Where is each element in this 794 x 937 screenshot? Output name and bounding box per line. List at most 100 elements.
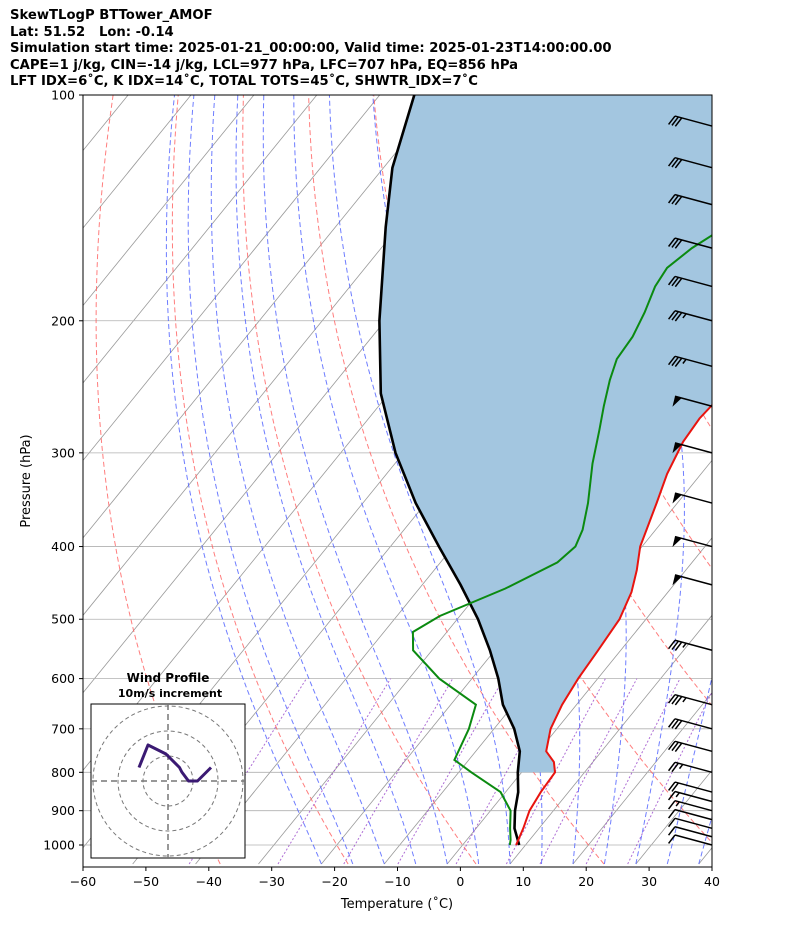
barb-full [667,310,676,320]
isotherm-line [762,78,794,864]
dry-adiabat [171,95,349,865]
barb-full [674,720,683,730]
wind-barb [667,237,713,249]
barb-full [667,355,676,366]
y-tick-label: 1000 [43,838,75,853]
barb-flag [672,574,682,586]
wind-barb [667,781,713,793]
wind-barb [667,275,713,288]
y-tick-label: 100 [51,88,75,103]
barb-full [674,742,683,752]
barb-full [667,781,676,791]
dry-adiabat [242,95,477,865]
barb-staff [674,790,713,803]
cape-shading [379,95,712,773]
y-tick-label: 600 [51,671,75,686]
barb-full [667,740,676,751]
x-tick-label: 40 [704,874,720,889]
x-tick-label: 20 [578,874,594,889]
barb-full [674,641,683,651]
mixing-ratio-line [539,678,638,865]
dry-adiabat [308,95,605,865]
wind-barb [667,693,713,706]
mixing-ratio-line [397,678,505,865]
wind-barb [667,310,713,322]
y-tick-label: 400 [51,539,75,554]
indices-line: LFT IDX=6˚C, K IDX=14˚C, TOTAL TOTS=45˚C… [10,74,478,89]
barb-full [667,275,676,286]
wind-barbs [667,115,713,846]
wind-barb [667,761,713,774]
x-tick-label: −60 [70,874,96,889]
moist-adiabat [165,95,322,865]
wind-barb [667,355,713,368]
x-tick-label: −40 [196,874,222,889]
header: SkewTLogP BTTower_AMOF Lat: 51.52 Lon: -0… [10,8,612,91]
barb-full [671,116,679,126]
barb-full [667,809,676,819]
temperature-profile-line [515,403,712,846]
wind-barb [667,115,713,127]
barb-full [674,239,683,249]
moist-adiabat [262,95,448,865]
barb-full [667,761,676,772]
barb-staff [674,781,713,793]
hodograph-plot [91,704,245,858]
isotherm-line [83,95,318,384]
moist-adiabat [210,95,385,865]
y-tick-label: 500 [51,612,75,627]
barb-staff [674,826,713,838]
barb-half [682,642,687,648]
isotherm-line [446,537,712,865]
barb-full [674,159,683,169]
barb-full [671,782,679,792]
x-axis-label: Temperature (˚C) [340,896,453,912]
moist-adiabat [328,95,511,865]
x-tick-label: 10 [515,874,531,889]
barb-full [671,238,679,248]
barb-full [674,696,683,706]
mixing-ratio-line [277,678,392,865]
barb-staff [674,834,713,846]
barb-full [671,695,679,705]
dry-adiabat [699,95,712,129]
wind-barb [672,574,713,586]
isotherm-line [83,95,255,307]
barb-staff [674,808,713,821]
moist-adiabat [235,95,417,865]
barb-staff [674,395,713,407]
barb-full [667,800,676,810]
barb-full [671,276,679,287]
hodograph-title: Wind Profile [127,671,210,685]
wind-barb [672,442,713,454]
hodograph-ring [117,730,219,832]
wind-barb [667,826,713,838]
wind-barb [672,395,713,407]
barb-full [667,718,676,728]
barb-full [667,639,676,650]
mixing-ratio-line [627,690,712,865]
x-tick-label: 0 [456,874,464,889]
wind-barb [667,808,713,821]
isotherm-line [0,78,79,864]
wind-barb [667,718,713,730]
barb-staff [674,740,713,753]
barb-full [671,640,679,651]
wind-barb [672,492,713,504]
mixing-ratio-line [505,678,606,865]
barb-full [667,791,676,801]
isotherm-line [572,692,712,865]
barb-full [667,157,676,167]
hodograph-subtitle: 10m/s increment [118,687,222,700]
barb-full [667,194,676,204]
wind-barb [672,535,713,548]
hodograph-inset: Wind Profile 10m/s increment [90,671,246,859]
title: SkewTLogP BTTower_AMOF [10,8,213,23]
x-tick-label: −30 [259,874,285,889]
barb-half [675,792,680,798]
moist-adiabat [187,95,354,865]
data-layer [378,95,712,846]
moist-adiabat [698,814,712,865]
parcel-profile-line [378,95,522,846]
y-tick-label: 300 [51,445,75,460]
